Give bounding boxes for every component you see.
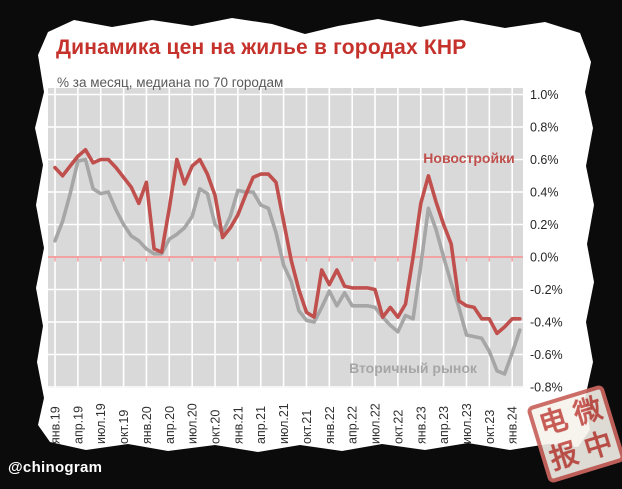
y-tick-label: 0.8%	[530, 121, 559, 135]
y-tick-label: 0.0%	[530, 251, 559, 265]
x-tick-label: июл.20	[186, 403, 200, 444]
y-tick-label: -0.2%	[530, 283, 563, 297]
x-tick-label: апр.22	[346, 406, 360, 444]
series-line-new-builds	[53, 148, 522, 336]
y-tick-label: 0.2%	[530, 218, 559, 232]
y-tick-label: 0.6%	[530, 153, 559, 167]
x-tick-label: июл.19	[94, 403, 108, 444]
y-tick-label: 1.0%	[530, 88, 559, 102]
x-tick-label: окт.20	[209, 410, 223, 444]
y-tick-label: 0.4%	[530, 186, 559, 200]
series-label-secondary-market: Вторичный рынок	[349, 360, 478, 376]
y-tick-label: -0.6%	[530, 348, 563, 362]
x-tick-label: янв.21	[231, 406, 245, 444]
stamp-char: 报	[545, 437, 582, 475]
x-tick-label: апр.21	[254, 406, 268, 444]
x-tick-label: янв.23	[414, 406, 428, 444]
x-tick-label: апр.23	[437, 406, 451, 444]
x-tick-label: апр.20	[163, 406, 177, 444]
x-tick-label: июл.23	[460, 403, 474, 444]
x-tick-label: июл.22	[369, 403, 383, 444]
x-tick-label: окт.21	[300, 410, 314, 444]
stamp-char: 微	[569, 392, 606, 430]
watermark-handle: @chinogram	[8, 459, 103, 476]
y-tick-label: -0.8%	[530, 381, 563, 395]
stamp-char: 电	[535, 402, 572, 441]
series-label-new-builds: Новостройки	[423, 150, 514, 166]
chart-subtitle: % за месяц, медиана по 70 городам	[57, 75, 284, 90]
x-tick-label: окт.19	[117, 410, 131, 444]
x-tick-label: окт.23	[483, 410, 497, 444]
x-tick-label: янв.19	[49, 406, 63, 444]
x-tick-label: июл.21	[277, 403, 291, 444]
series-line-secondary-market	[53, 157, 522, 376]
x-tick-label: янв.20	[140, 406, 154, 444]
stamp-char: 中	[580, 426, 617, 465]
x-tick-label: окт.22	[391, 410, 405, 444]
x-tick-label: янв.24	[506, 406, 520, 444]
x-tick-label: апр.19	[71, 406, 85, 444]
y-tick-label: -0.4%	[530, 316, 563, 330]
x-tick-label: янв.22	[323, 406, 337, 444]
chart-title: Динамика цен на жилье в городах КНР	[56, 36, 467, 59]
